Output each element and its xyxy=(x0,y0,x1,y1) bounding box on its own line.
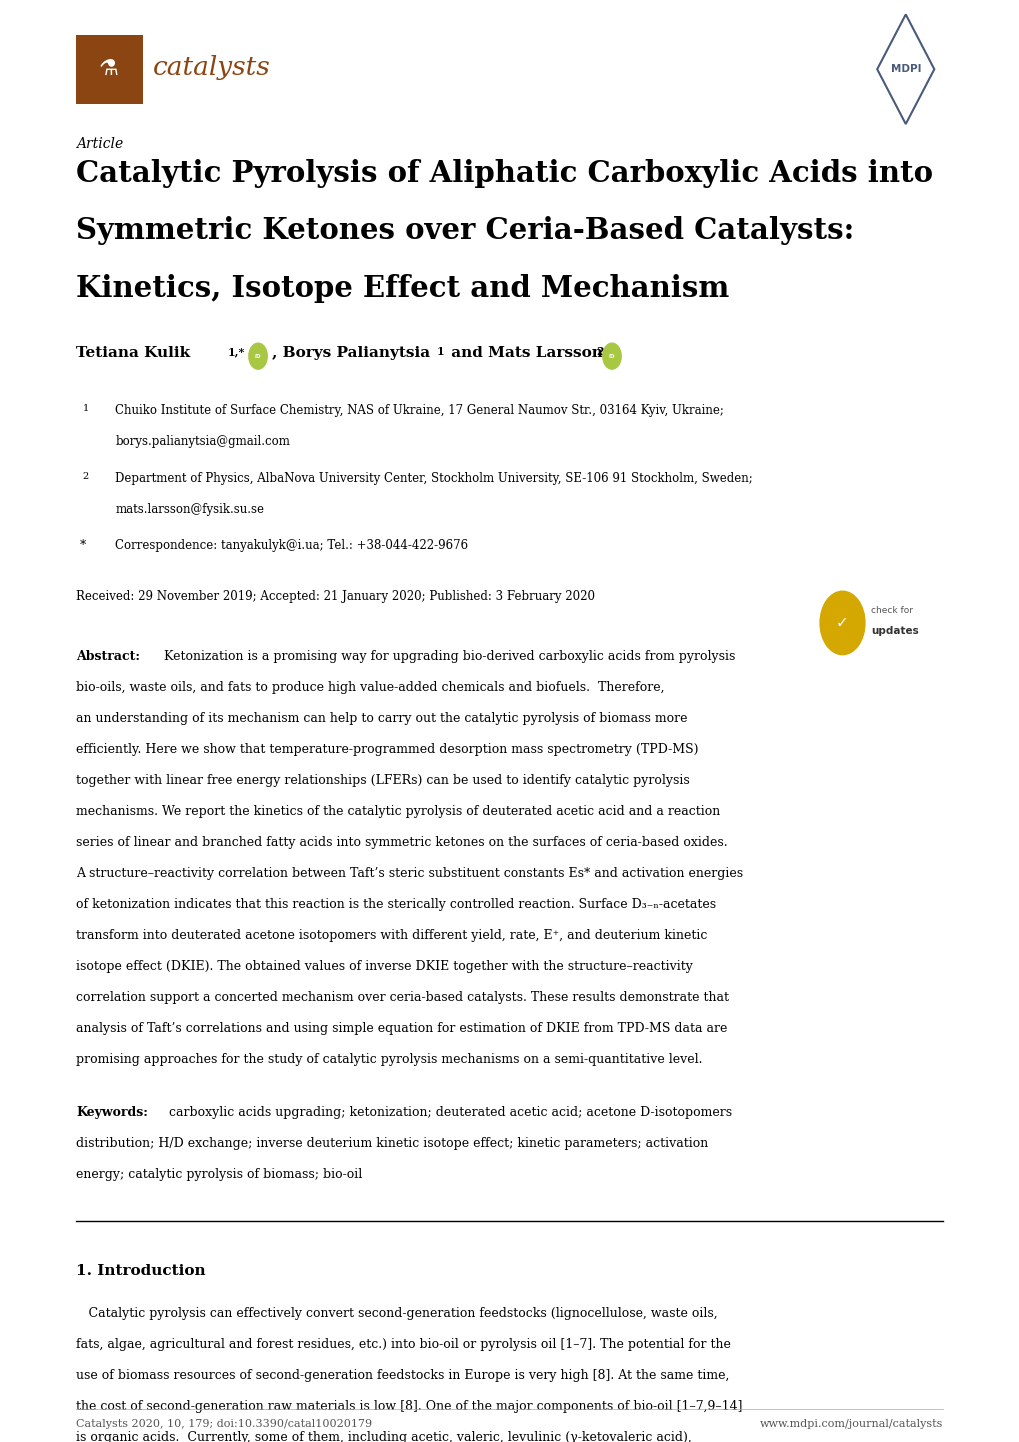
Text: efficiently. Here we show that temperature-programmed desorption mass spectromet: efficiently. Here we show that temperatu… xyxy=(76,744,698,757)
Circle shape xyxy=(819,591,864,655)
Text: bio-oils, waste oils, and fats to produce high value-added chemicals and biofuel: bio-oils, waste oils, and fats to produc… xyxy=(76,682,664,695)
Text: 1: 1 xyxy=(436,346,443,358)
Text: of ketonization indicates that this reaction is the sterically controlled reacti: of ketonization indicates that this reac… xyxy=(76,898,716,911)
Circle shape xyxy=(602,343,621,369)
Text: A structure–reactivity correlation between Taft’s steric substituent constants E: A structure–reactivity correlation betwe… xyxy=(76,868,743,881)
Text: fats, algae, agricultural and forest residues, etc.) into bio-oil or pyrolysis o: fats, algae, agricultural and forest res… xyxy=(76,1338,731,1351)
Text: Catalytic Pyrolysis of Aliphatic Carboxylic Acids into: Catalytic Pyrolysis of Aliphatic Carboxy… xyxy=(76,159,932,187)
Text: Catalytic pyrolysis can effectively convert second-generation feedstocks (lignoc: Catalytic pyrolysis can effectively conv… xyxy=(76,1308,717,1321)
Text: isotope effect (DKIE). The obtained values of inverse DKIE together with the str: isotope effect (DKIE). The obtained valu… xyxy=(76,960,693,973)
Text: 1: 1 xyxy=(83,404,89,412)
Text: analysis of Taft’s correlations and using simple equation for estimation of DKIE: analysis of Taft’s correlations and usin… xyxy=(76,1022,728,1035)
Circle shape xyxy=(249,343,267,369)
Text: energy; catalytic pyrolysis of biomass; bio-oil: energy; catalytic pyrolysis of biomass; … xyxy=(76,1168,363,1181)
Text: together with linear free energy relationships (LFERs) can be used to identify c: together with linear free energy relatio… xyxy=(76,774,690,787)
Text: iD: iD xyxy=(255,353,261,359)
Text: and Mats Larsson: and Mats Larsson xyxy=(445,346,607,360)
Text: ⚗: ⚗ xyxy=(99,59,119,79)
Text: use of biomass resources of second-generation feedstocks in Europe is very high : use of biomass resources of second-gener… xyxy=(76,1370,730,1383)
Text: www.mdpi.com/journal/catalysts: www.mdpi.com/journal/catalysts xyxy=(759,1419,943,1429)
Text: borys.palianytsia@gmail.com: borys.palianytsia@gmail.com xyxy=(115,435,289,448)
Text: Correspondence: tanyakulyk@i.ua; Tel.: +38-044-422-9676: Correspondence: tanyakulyk@i.ua; Tel.: +… xyxy=(115,539,468,552)
Text: series of linear and branched fatty acids into symmetric ketones on the surfaces: series of linear and branched fatty acid… xyxy=(76,836,728,849)
Text: check for: check for xyxy=(870,606,912,614)
Text: Catalysts 2020, 10, 179; doi:10.3390/catal10020179: Catalysts 2020, 10, 179; doi:10.3390/cat… xyxy=(76,1419,372,1429)
Text: Keywords:: Keywords: xyxy=(76,1106,148,1119)
Text: Symmetric Ketones over Ceria-Based Catalysts:: Symmetric Ketones over Ceria-Based Catal… xyxy=(76,216,854,245)
Text: mats.larsson@fysik.su.se: mats.larsson@fysik.su.se xyxy=(115,503,264,516)
Text: 2: 2 xyxy=(596,346,603,358)
Text: correlation support a concerted mechanism over ceria-based catalysts. These resu: correlation support a concerted mechanis… xyxy=(76,992,729,1005)
Text: 1. Introduction: 1. Introduction xyxy=(76,1265,206,1278)
Text: 1,*: 1,* xyxy=(227,346,245,358)
Text: MDPI: MDPI xyxy=(890,65,920,74)
Text: 2: 2 xyxy=(83,472,89,480)
Text: Kinetics, Isotope Effect and Mechanism: Kinetics, Isotope Effect and Mechanism xyxy=(76,274,729,303)
Text: catalysts: catalysts xyxy=(153,55,270,81)
Text: ✓: ✓ xyxy=(836,616,848,630)
Text: Department of Physics, AlbaNova University Center, Stockholm University, SE-106 : Department of Physics, AlbaNova Universi… xyxy=(115,472,752,485)
Text: distribution; H/D exchange; inverse deuterium kinetic isotope effect; kinetic pa: distribution; H/D exchange; inverse deut… xyxy=(76,1138,708,1151)
Text: Ketonization is a promising way for upgrading bio-derived carboxylic acids from : Ketonization is a promising way for upgr… xyxy=(160,650,735,663)
Text: iD: iD xyxy=(608,353,614,359)
Text: Article: Article xyxy=(76,137,123,151)
Text: Abstract:: Abstract: xyxy=(76,650,141,663)
Text: *: * xyxy=(79,539,86,552)
Text: transform into deuterated acetone isotopomers with different yield, rate, E⁺, an: transform into deuterated acetone isotop… xyxy=(76,930,707,943)
Text: the cost of second-generation raw materials is low [8]. One of the major compone: the cost of second-generation raw materi… xyxy=(76,1400,742,1413)
Text: carboxylic acids upgrading; ketonization; deuterated acetic acid; acetone D-isot: carboxylic acids upgrading; ketonization… xyxy=(165,1106,732,1119)
Text: Chuiko Institute of Surface Chemistry, NAS of Ukraine, 17 General Naumov Str., 0: Chuiko Institute of Surface Chemistry, N… xyxy=(115,404,723,417)
Text: Tetiana Kulik: Tetiana Kulik xyxy=(76,346,196,360)
Text: , Borys Palianytsia: , Borys Palianytsia xyxy=(272,346,435,360)
Text: mechanisms. We report the kinetics of the catalytic pyrolysis of deuterated acet: mechanisms. We report the kinetics of th… xyxy=(76,806,720,819)
Text: is organic acids.  Currently, some of them, including acetic, valeric, levulinic: is organic acids. Currently, some of the… xyxy=(76,1432,692,1442)
Text: an understanding of its mechanism can help to carry out the catalytic pyrolysis : an understanding of its mechanism can he… xyxy=(76,712,688,725)
Text: Received: 29 November 2019; Accepted: 21 January 2020; Published: 3 February 202: Received: 29 November 2019; Accepted: 21… xyxy=(76,590,595,603)
FancyBboxPatch shape xyxy=(76,35,143,104)
Text: promising approaches for the study of catalytic pyrolysis mechanisms on a semi-q: promising approaches for the study of ca… xyxy=(76,1054,702,1067)
Text: updates: updates xyxy=(870,626,918,636)
